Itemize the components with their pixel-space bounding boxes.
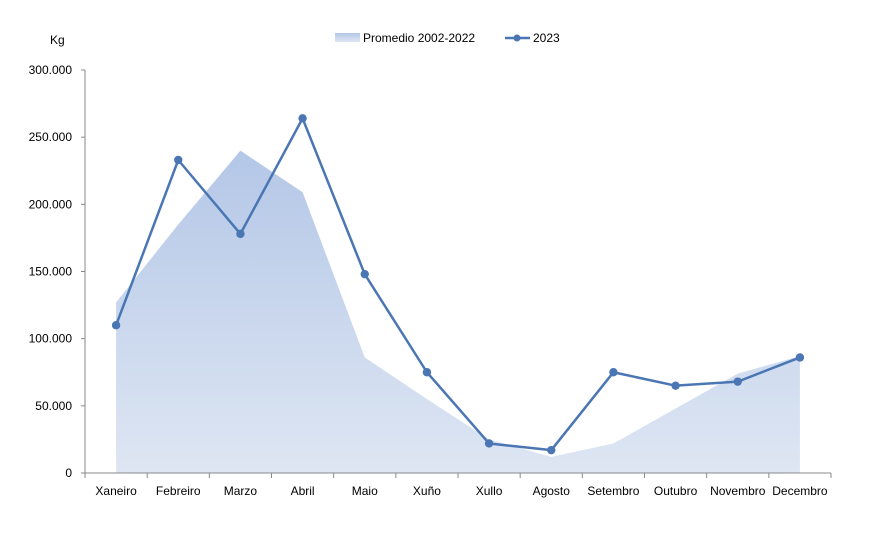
- x-tick-label: Decembro: [772, 484, 828, 498]
- point-2023: [298, 114, 307, 123]
- x-tick-label: Xaneiro: [95, 484, 137, 498]
- y-tick-label: 0: [65, 466, 72, 480]
- y-tick-label: 250.000: [29, 130, 73, 144]
- point-2023: [671, 381, 680, 390]
- point-2023: [174, 155, 183, 165]
- x-tick-label: Agosto: [533, 484, 571, 498]
- point-2023: [733, 377, 742, 386]
- y-tick-labels: 0 50.000 100.000 150.000 200.000 250.000 300.0…: [29, 63, 73, 480]
- line-series-layer: [111, 114, 805, 455]
- y-tick-label: 200.000: [29, 197, 73, 211]
- x-tick-labels: Xaneiro Febreiro Marzo Abril Maio Xuño Xullo Ag…: [95, 484, 828, 498]
- area-series-layer: [116, 150, 800, 473]
- y-axis-title: Kg: [50, 33, 65, 47]
- y-tick-label: 100.000: [29, 332, 73, 346]
- legend-label-average: Promedio 2002-2022: [363, 31, 475, 45]
- x-tick-label: Abril: [291, 484, 315, 498]
- y-tick-label: 150.000: [29, 265, 73, 279]
- area-average: [116, 150, 800, 473]
- x-tick-label: Setembro: [587, 484, 639, 498]
- x-tick-label: Xullo: [476, 484, 503, 498]
- legend: Promedio 2002-2022 2023: [335, 31, 560, 45]
- axes: [81, 69, 832, 478]
- legend-swatch-average: [335, 33, 360, 42]
- x-tick-label: Marzo: [224, 484, 258, 498]
- legend-label-2023: 2023: [533, 31, 560, 45]
- x-tick-label: Outubro: [654, 484, 698, 498]
- y-tick-label: 300.000: [29, 63, 73, 77]
- point-2023: [111, 321, 121, 330]
- x-tick-label: Febreiro: [156, 484, 201, 498]
- point-2023: [609, 368, 618, 377]
- y-tick-label: 50.000: [35, 399, 72, 413]
- point-2023: [422, 368, 432, 377]
- point-2023: [484, 439, 494, 448]
- point-2023: [236, 229, 245, 239]
- point-2023: [547, 445, 556, 455]
- x-tick-label: Maio: [352, 484, 378, 498]
- point-2023: [360, 269, 369, 279]
- point-2023: [795, 353, 805, 362]
- x-tick-label: Novembro: [710, 484, 766, 498]
- x-tick-label: Xuño: [413, 484, 441, 498]
- line-2023: [114, 117, 801, 452]
- legend-marker-2023: [513, 34, 521, 42]
